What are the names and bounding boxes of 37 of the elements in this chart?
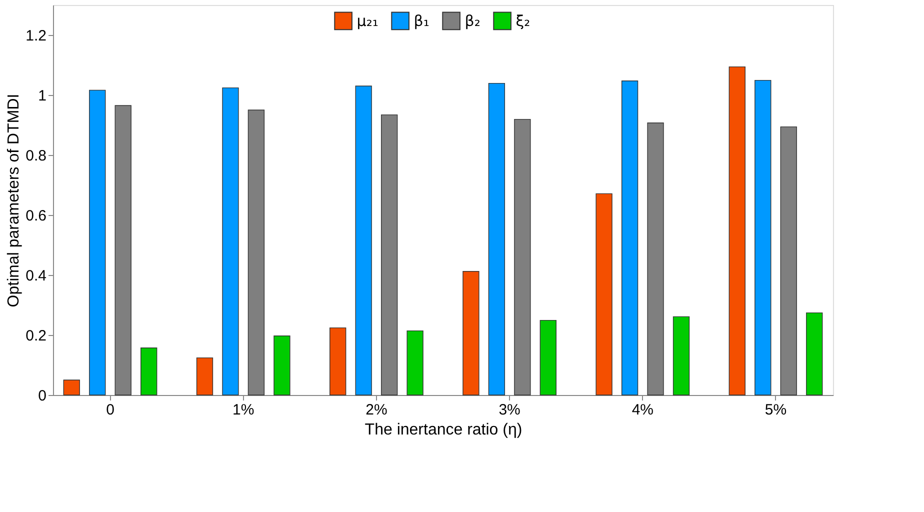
bar [728,66,746,396]
bar [89,90,106,396]
bar [63,380,80,396]
x-axis-title: The inertance ratio (η) [364,422,522,438]
legend-label: β₁ [414,12,430,30]
bar [196,357,214,396]
bar [274,336,290,396]
x-tick-label: 0 [106,402,114,418]
legend-label: μ₂₁ [356,12,378,30]
x-tick-label: 1% [232,402,254,418]
bar [222,87,239,396]
y-tick-label: 1.2 [26,28,46,44]
bar [621,80,638,396]
legend-label: ξ₂ [516,12,530,30]
y-tick-label: 0.6 [26,208,46,224]
x-tick-label: 3% [498,402,520,418]
bar [406,330,424,396]
x-tick-label: 5% [764,402,787,418]
bar [672,316,690,396]
bar [330,327,346,396]
y-tick-label: 1 [38,88,46,104]
x-tick-label: 2% [366,402,388,418]
y-tick-label: 0.2 [26,328,46,344]
bar [806,312,823,396]
bar [596,193,612,396]
y-tick-label: 0.4 [26,268,46,284]
bar [462,271,480,396]
y-tick-label: 0 [38,388,46,404]
bar [140,348,158,396]
bar [355,86,372,396]
legend-label: β₂ [464,12,480,30]
bar [754,80,772,396]
y-axis-title: Optimal parameters of DTMDI [6,94,23,308]
bar [488,82,506,396]
bar [540,320,556,396]
y-tick-label: 0.8 [26,148,46,164]
x-tick-label: 4% [632,402,654,418]
